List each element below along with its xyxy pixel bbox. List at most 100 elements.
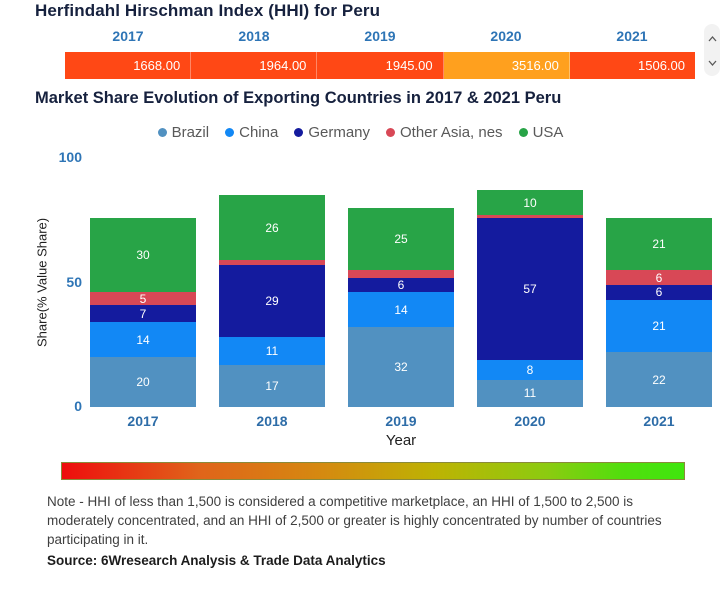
bar-segment-value: 29 <box>265 294 279 309</box>
legend-dot-icon <box>386 127 395 137</box>
x-axis-tick-label: 2018 <box>256 413 288 429</box>
legend-label: USA <box>532 123 564 141</box>
legend-label: Other Asia, nes <box>400 123 503 141</box>
bar-segment-value: 21 <box>652 319 666 334</box>
bar-segment[interactable]: 26 <box>219 195 325 261</box>
bar-segment-value: 32 <box>394 360 408 375</box>
y-axis-title: Share(% Value Share) <box>34 217 50 348</box>
bar-segment[interactable]: 6 <box>348 277 454 293</box>
stacked-bar-2018[interactable]: 17 11 29 26 <box>219 195 325 407</box>
legend-item[interactable]: USA <box>518 123 564 141</box>
chart-legend: Brazil China Germany Other Asia, nes USA <box>0 122 721 142</box>
bar-segment[interactable]: 10 <box>477 190 583 216</box>
y-axis-tick-label: 0 <box>74 398 82 414</box>
legend-item[interactable]: Brazil <box>157 123 210 141</box>
bar-segment[interactable]: 21 <box>606 299 712 353</box>
hhi-value-cell: 1945.00 <box>317 52 444 79</box>
bar-segment-value: 21 <box>652 236 666 251</box>
bar-segment[interactable]: 7 <box>90 304 196 323</box>
bar-segment[interactable]: 6 <box>606 285 712 300</box>
legend-label: China <box>239 123 279 141</box>
x-axis-tick-label: 2021 <box>643 413 675 429</box>
legend-dot-icon <box>518 127 528 137</box>
bar-segment-value: 6 <box>397 277 405 292</box>
bar-segment[interactable]: 14 <box>90 322 196 358</box>
vertical-scrollbar[interactable] <box>704 24 720 76</box>
bar-segment[interactable]: 8 <box>477 359 583 380</box>
bar-segment-value: 26 <box>265 220 279 235</box>
hhi-year-label: 2019 <box>364 28 396 44</box>
plot-area: 20 14 7 5 30 17 11 29 26 32 14 6 25 11 8 57 10 22 21 6 6 21 <box>90 158 712 407</box>
legend-dot-icon <box>294 127 304 137</box>
bar-segment-value: 11 <box>523 386 537 401</box>
hhi-gradient-legend <box>61 462 685 480</box>
hhi-title: Herfindahl Hirschman Index (HHI) for Per… <box>35 1 381 20</box>
bar-segment[interactable]: 17 <box>219 364 325 407</box>
bar-segment[interactable]: 57 <box>477 217 583 360</box>
bar-segment-value: 6 <box>655 270 663 285</box>
bar-segment[interactable]: 25 <box>348 207 454 271</box>
legend-label: Germany <box>308 123 370 141</box>
bar-segment[interactable]: 5 <box>90 292 196 305</box>
hhi-value-cell: 3516.00 <box>443 52 570 79</box>
y-axis-tick-label: 100 <box>58 149 82 165</box>
bar-segment-value: 10 <box>523 195 537 210</box>
bar-segment-value: 57 <box>523 281 537 296</box>
bar-segment-value: 14 <box>394 302 408 317</box>
hhi-year-label: 2021 <box>616 28 648 44</box>
hhi-value-cell: 1964.00 <box>191 52 318 79</box>
bar-segment[interactable]: 32 <box>348 327 454 407</box>
bar-segment[interactable]: 14 <box>348 292 454 328</box>
bar-segment-value: 5 <box>139 292 147 305</box>
chart-title: Market Share Evolution of Exporting Coun… <box>35 89 562 107</box>
legend-label: Brazil <box>171 123 210 141</box>
bar-segment[interactable]: 20 <box>90 357 196 407</box>
stacked-bar-2017[interactable]: 20 14 7 5 30 <box>90 217 196 407</box>
bar-segment-value: 14 <box>136 332 150 347</box>
x-axis-title: Year <box>385 432 417 449</box>
legend-item[interactable]: China <box>225 124 278 141</box>
legend-dot-icon <box>157 127 167 137</box>
bar-segment-value: 6 <box>655 285 663 300</box>
hhi-year-label: 2018 <box>238 28 270 44</box>
bar-segment-value: 8 <box>526 362 534 377</box>
hhi-year-header-row: 2017 2018 2019 2020 2021 <box>65 28 695 46</box>
bar-segment[interactable] <box>477 215 583 218</box>
chevron-up-icon[interactable] <box>708 29 717 47</box>
bar-segment-value: 30 <box>136 248 150 263</box>
hhi-year-label: 2020 <box>490 28 522 44</box>
stacked-bar-2020[interactable]: 11 8 57 10 <box>477 190 583 407</box>
hhi-value-cell: 1506.00 <box>569 52 696 79</box>
legend-item[interactable]: Other Asia, nes <box>386 124 503 141</box>
bar-segment[interactable]: 30 <box>90 217 196 293</box>
bar-segment[interactable]: 11 <box>477 379 583 407</box>
x-axis-tick-label: 2020 <box>514 413 546 429</box>
hhi-value-cell: 1668.00 <box>65 52 192 79</box>
bar-segment[interactable] <box>219 260 325 266</box>
x-axis-labels: 2017 2018 2019 2020 2021 <box>90 413 712 429</box>
bar-segment[interactable] <box>348 270 454 278</box>
bar-segment[interactable]: 22 <box>606 352 712 407</box>
bar-segment[interactable]: 21 <box>606 217 712 271</box>
source-text: Source: 6Wresearch Analysis & Trade Data… <box>47 553 386 568</box>
chevron-down-icon[interactable] <box>708 53 717 71</box>
bar-segment[interactable]: 11 <box>219 337 325 365</box>
x-axis-tick-label: 2017 <box>127 413 159 429</box>
x-axis-tick-label: 2019 <box>385 413 417 429</box>
bar-segment-value: 25 <box>394 231 408 246</box>
bar-segment[interactable]: 6 <box>606 270 712 286</box>
note-text: Note - HHI of less than 1,500 is conside… <box>47 494 662 547</box>
hhi-year-label: 2017 <box>112 28 144 44</box>
stacked-bar-2021[interactable]: 22 21 6 6 21 <box>606 217 712 407</box>
bar-segment-value: 22 <box>652 372 666 387</box>
y-axis-tick-label: 50 <box>66 273 82 290</box>
bar-segment[interactable]: 29 <box>219 265 325 338</box>
bar-segment-value: 7 <box>139 306 147 321</box>
stacked-bar-2019[interactable]: 32 14 6 25 <box>348 207 454 407</box>
bar-segment-value: 11 <box>265 344 279 358</box>
bar-segment-value: 20 <box>136 375 150 390</box>
legend-dot-icon <box>225 127 235 137</box>
bar-segment-value: 17 <box>265 378 279 393</box>
legend-item[interactable]: Germany <box>294 124 370 141</box>
